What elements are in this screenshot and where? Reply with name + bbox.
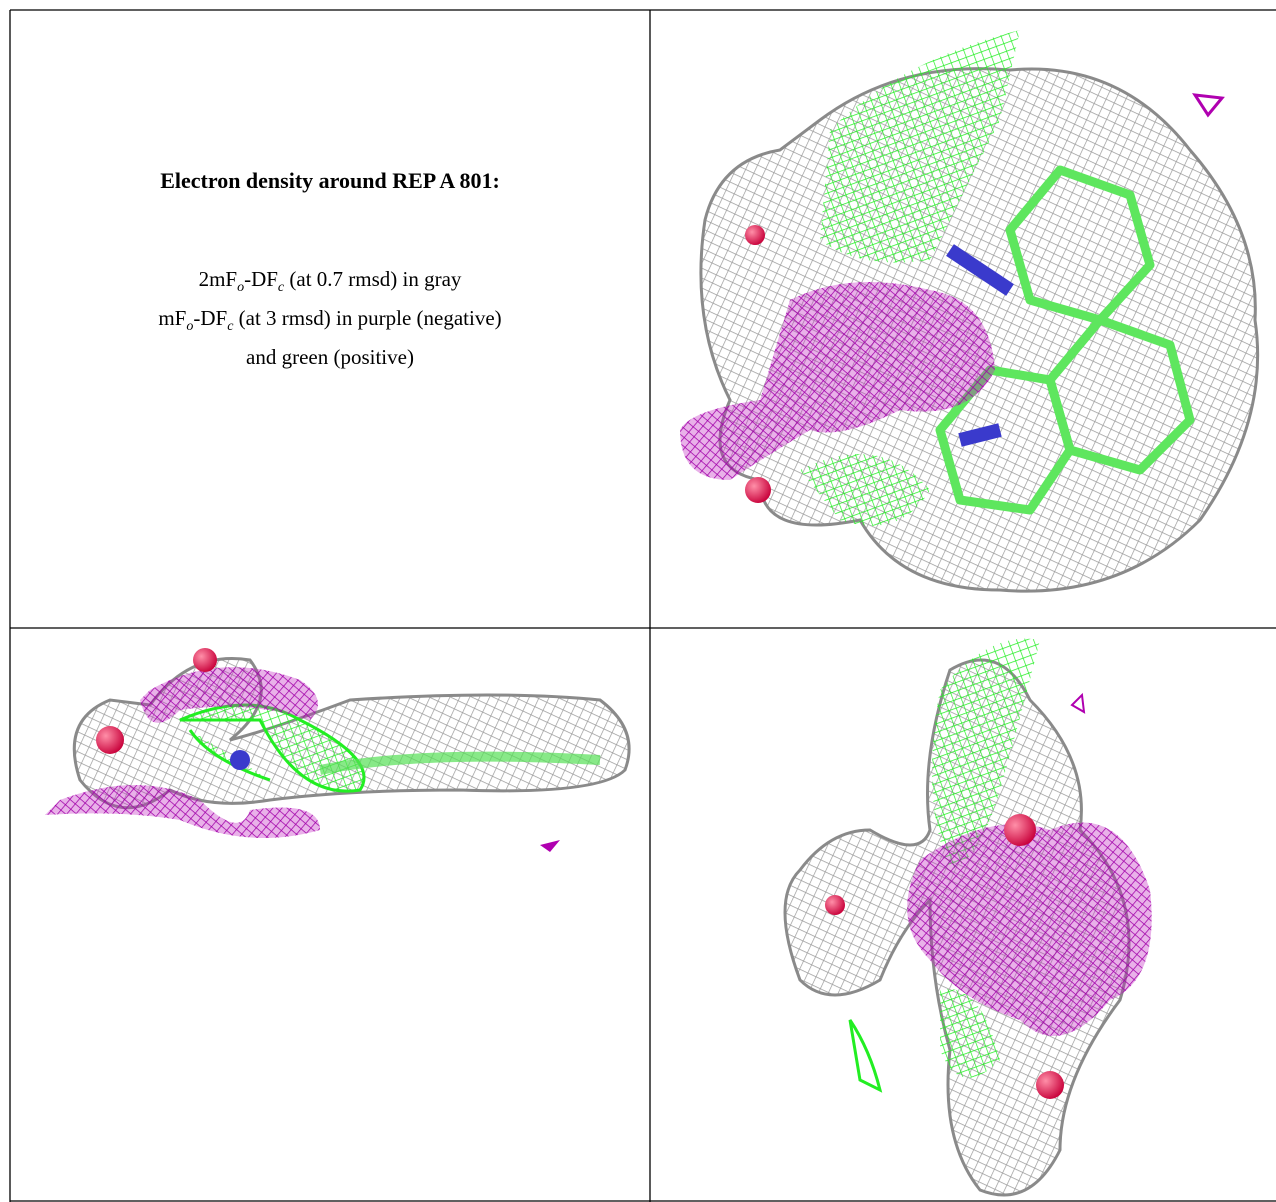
density-view-1: [680, 30, 1260, 593]
caption-line: and green (positive): [12, 342, 648, 372]
text-part: (at 0.7 rmsd) in gray: [284, 267, 462, 291]
text-part: mF: [158, 306, 187, 331]
text-part: (at 3 rmsd) in purple (negative): [233, 306, 502, 331]
text-part: 2mF: [198, 267, 238, 291]
caption-lines: 2mFo-DFc (at 0.7 rmsd) in gray mFo-DFc (a…: [12, 264, 648, 372]
caption: Electron density around REP A 801: 2mFo-…: [12, 150, 648, 372]
caption-line: mFo-DFc (at 3 rmsd) in purple (negative): [12, 303, 648, 342]
density-view-2: [45, 648, 631, 852]
subscript: o: [237, 280, 245, 296]
text-part: -DF: [244, 267, 278, 291]
text-part: and green (positive): [246, 345, 414, 370]
subscript: c: [227, 319, 234, 335]
table-borders: [9, 9, 1276, 1202]
caption-line: 2mFo-DFc (at 0.7 rmsd) in gray: [12, 264, 648, 303]
subscript: c: [277, 280, 285, 296]
subscript: o: [186, 319, 194, 335]
caption-title: Electron density around REP A 801:: [160, 168, 500, 193]
density-view-3: [783, 638, 1152, 1197]
text-part: -DF: [193, 306, 228, 331]
